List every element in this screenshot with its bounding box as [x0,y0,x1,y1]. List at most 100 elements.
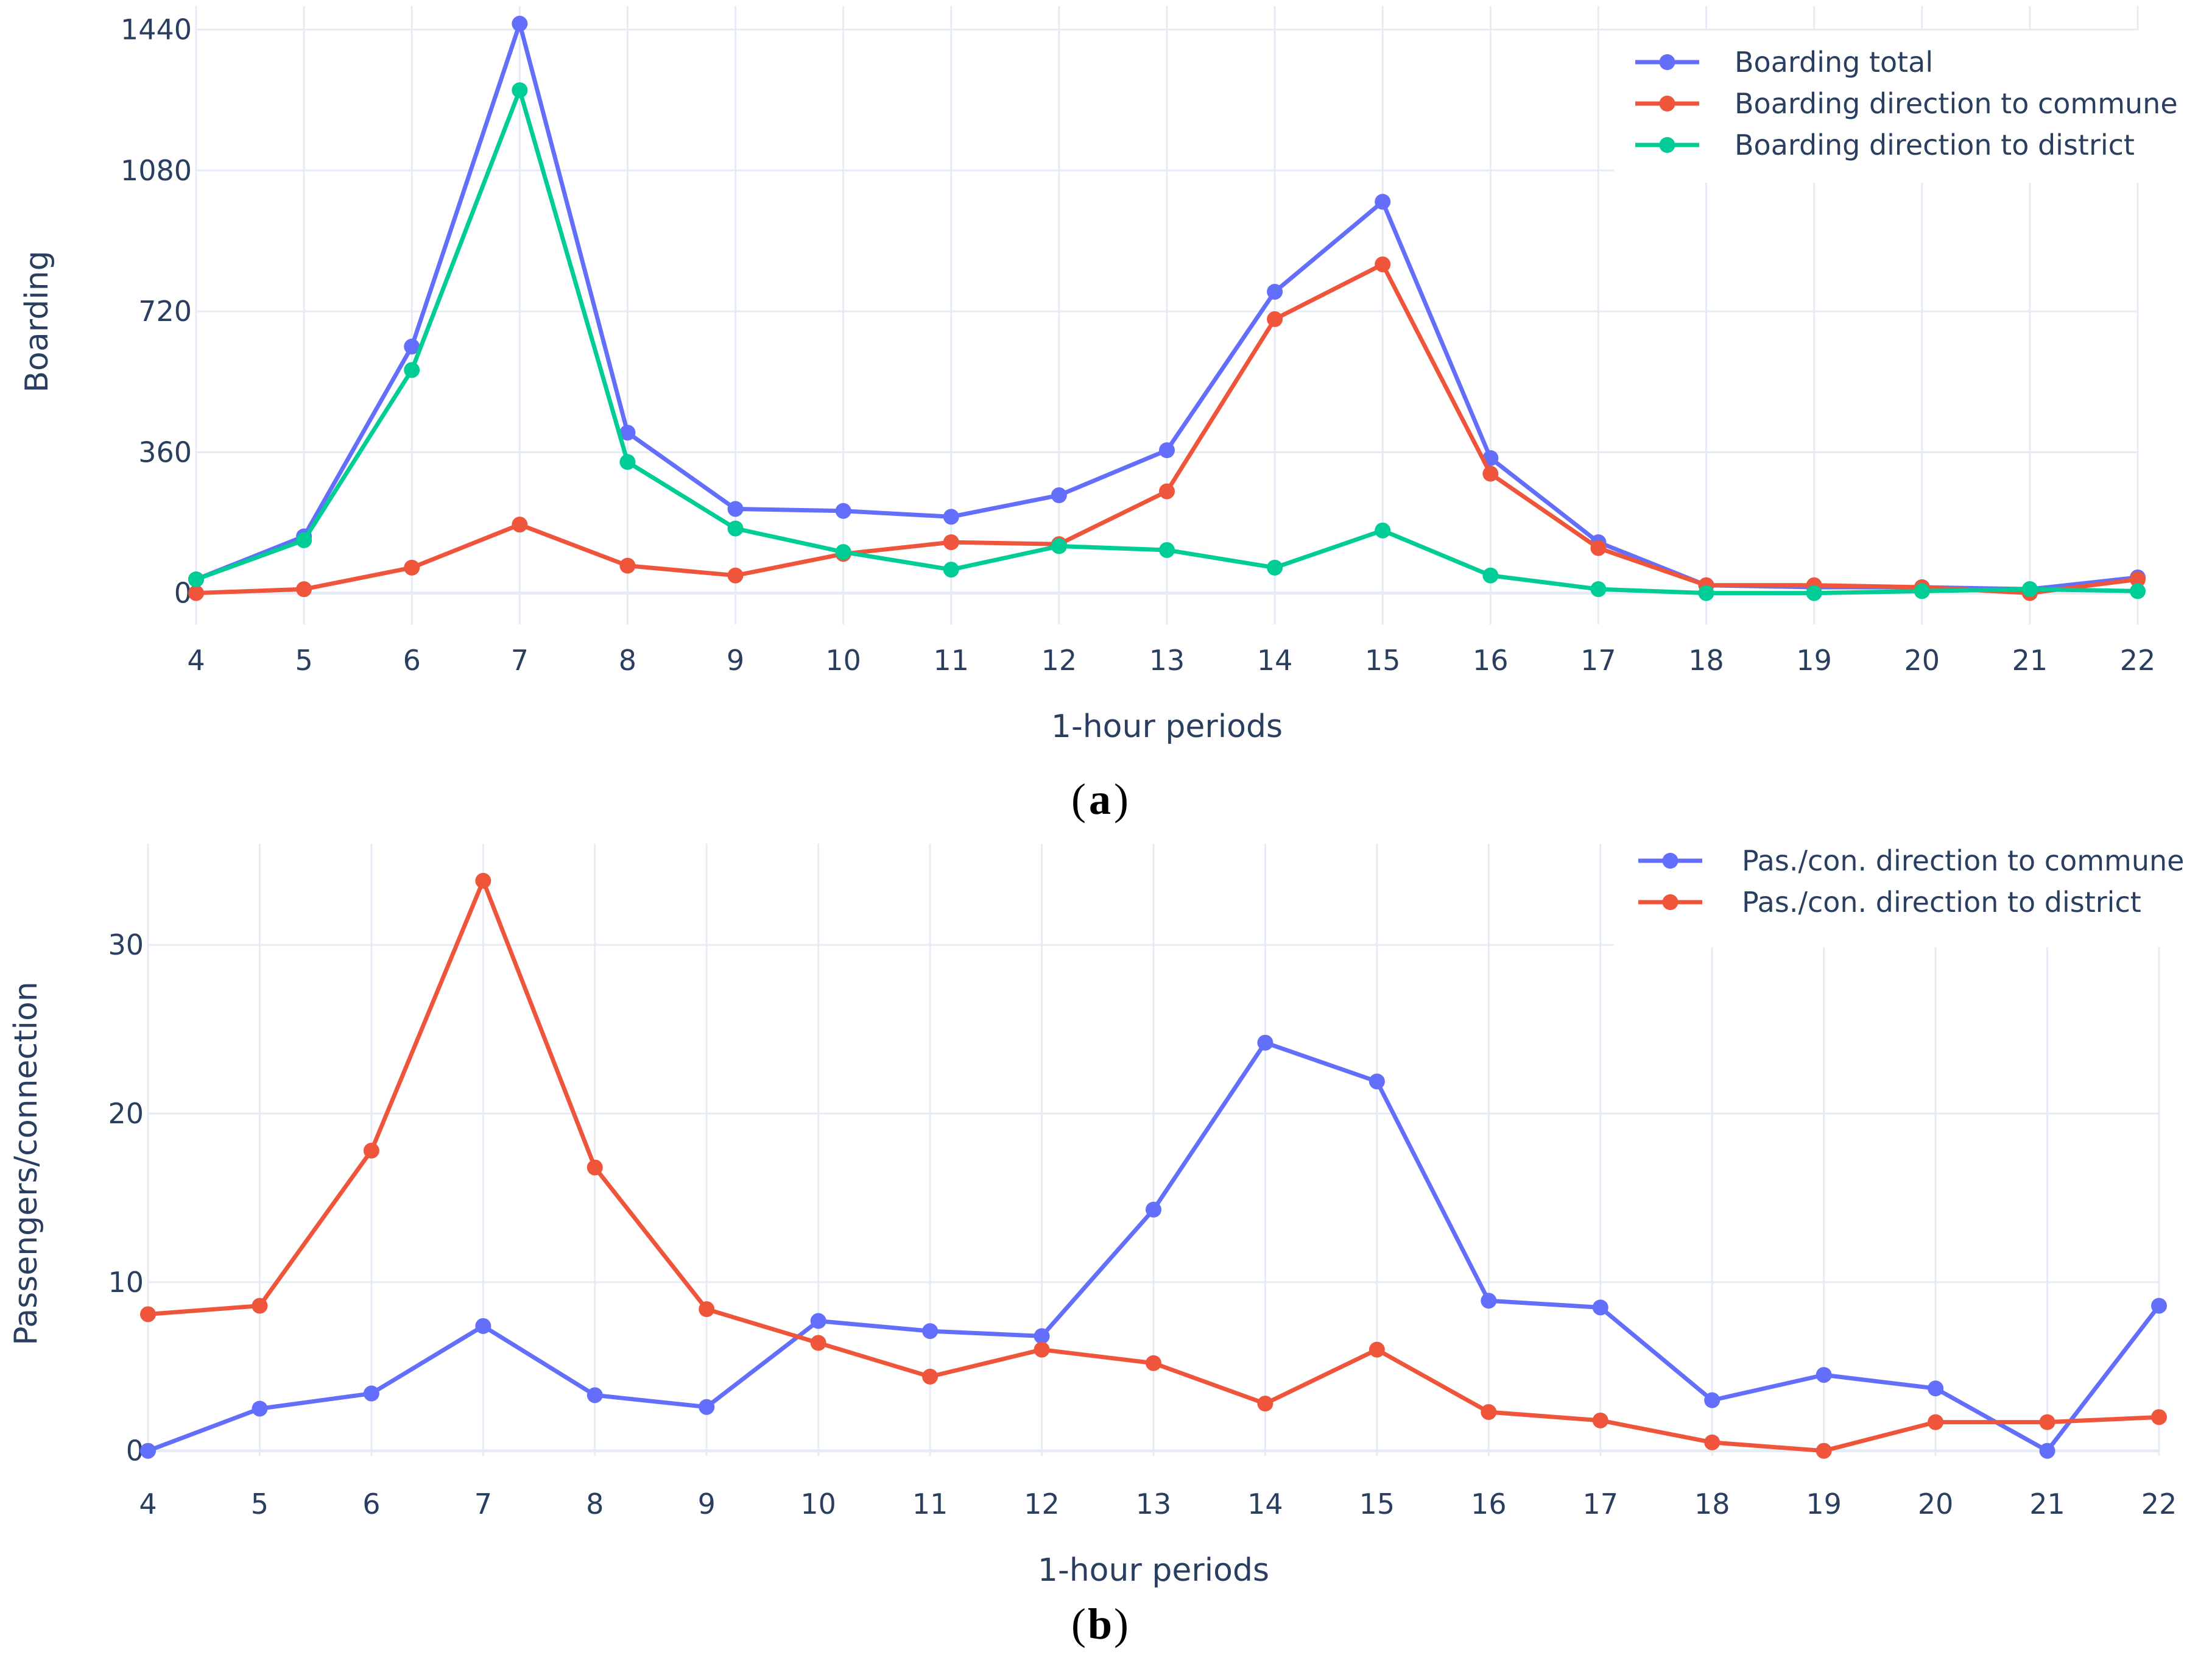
data-point [1375,256,1391,272]
y-tick-label: 30 [108,928,144,961]
caption-b-letter: b [1088,1600,1112,1648]
data-point [1368,1073,1385,1090]
legend-item: Pas./con. direction to district [1638,886,2141,919]
legend-label: Boarding total [1735,46,1933,79]
x-tick-label: 6 [362,1488,380,1520]
data-point [1034,1341,1050,1358]
caption-a: ( a ) [1071,775,1129,824]
legend-marker [1659,54,1675,70]
data-point [1034,1328,1050,1344]
x-tick-label: 8 [586,1488,604,1520]
x-tick-label: 21 [2029,1488,2065,1520]
y-axis-title: Passengers/connection [8,981,44,1346]
x-tick-label: 4 [187,644,205,677]
caption-b-open-paren: ( [1071,1600,1086,1648]
series-3 [188,82,2146,601]
y-axis-title: Boarding [19,250,55,392]
x-tick-label: 7 [511,644,529,677]
x-tick-label: 10 [825,644,861,677]
legend-item: Boarding total [1635,46,1933,79]
x-tick-label: 19 [1796,644,1832,677]
data-point [810,1335,826,1351]
data-point [1159,442,1175,459]
data-point [943,509,959,525]
data-point [810,1313,826,1329]
y-tick-label: 1440 [121,13,192,46]
data-point [586,1159,603,1176]
legend-marker [1659,137,1675,153]
data-point [2151,1409,2167,1425]
data-point [1257,1396,1273,1412]
data-point [619,454,636,470]
x-tick-label: 11 [934,644,970,677]
data-point [699,1399,715,1415]
data-point [296,581,312,598]
data-point [1051,487,1067,504]
caption-a-open-paren: ( [1071,775,1086,824]
data-point [1368,1341,1385,1358]
y-tick-label: 360 [138,436,192,468]
data-point [252,1400,268,1417]
data-point [1482,567,1499,584]
x-tick-label: 12 [1024,1488,1060,1520]
legend: Pas./con. direction to commune Pas./con. … [1614,835,2211,947]
x-tick-label: 18 [1688,644,1724,677]
data-point [404,559,420,576]
data-point [922,1323,939,1340]
data-point [835,503,851,519]
x-tick-label: 6 [403,644,421,677]
data-point [512,517,528,533]
legend-item: Boarding direction to commune [1635,87,2178,120]
data-point [188,571,204,588]
x-tick-label: 16 [1471,1488,1507,1520]
legend-marker [1662,894,1678,910]
data-point [404,362,420,378]
data-point [1146,1355,1161,1371]
caption-a-close-paren: ) [1114,775,1129,824]
x-tick-label: 16 [1473,644,1509,677]
data-point [727,501,744,517]
data-point [727,567,744,584]
data-point [512,82,528,99]
data-point [943,562,959,578]
x-axis-title: 1-hour periods [1038,1552,1269,1589]
data-point [1704,1434,1721,1450]
data-point [140,1442,156,1459]
legend-label: Boarding direction to commune [1735,87,2178,120]
data-point [619,425,636,441]
caption-b-close-paren: ) [1114,1600,1129,1648]
x-tick-label: 17 [1583,1488,1619,1520]
data-point [1159,483,1175,500]
data-point [1704,1392,1721,1408]
legend: Boarding total Boarding direction to comm… [1614,30,2193,183]
data-point [1146,1201,1161,1218]
data-point [2151,1298,2167,1314]
data-point [1914,583,1930,599]
data-point [188,585,204,601]
x-tick-label: 4 [139,1488,157,1520]
x-tick-label: 19 [1806,1488,1842,1520]
data-point [2021,581,2038,598]
data-point [140,1306,156,1322]
data-point [1267,559,1283,576]
data-point [2130,571,2146,588]
y-tick-label: 720 [138,295,192,328]
legend-label: Pas./con. direction to district [1742,886,2141,919]
x-tick-label: 20 [1918,1488,1954,1520]
x-tick-label: 5 [295,644,312,677]
legend-background [1614,30,2193,183]
legend-label: Boarding direction to district [1735,129,2135,161]
y-tick-label: 20 [108,1097,144,1130]
x-tick-label: 21 [2012,644,2048,677]
data-point [835,544,851,560]
data-point [2039,1442,2055,1459]
x-tick-label: 13 [1149,644,1185,677]
data-point [1481,1404,1497,1421]
data-point [1267,311,1283,327]
data-point [1816,1367,1832,1383]
x-tick-label: 18 [1694,1488,1730,1520]
x-tick-label: 14 [1247,1488,1283,1520]
